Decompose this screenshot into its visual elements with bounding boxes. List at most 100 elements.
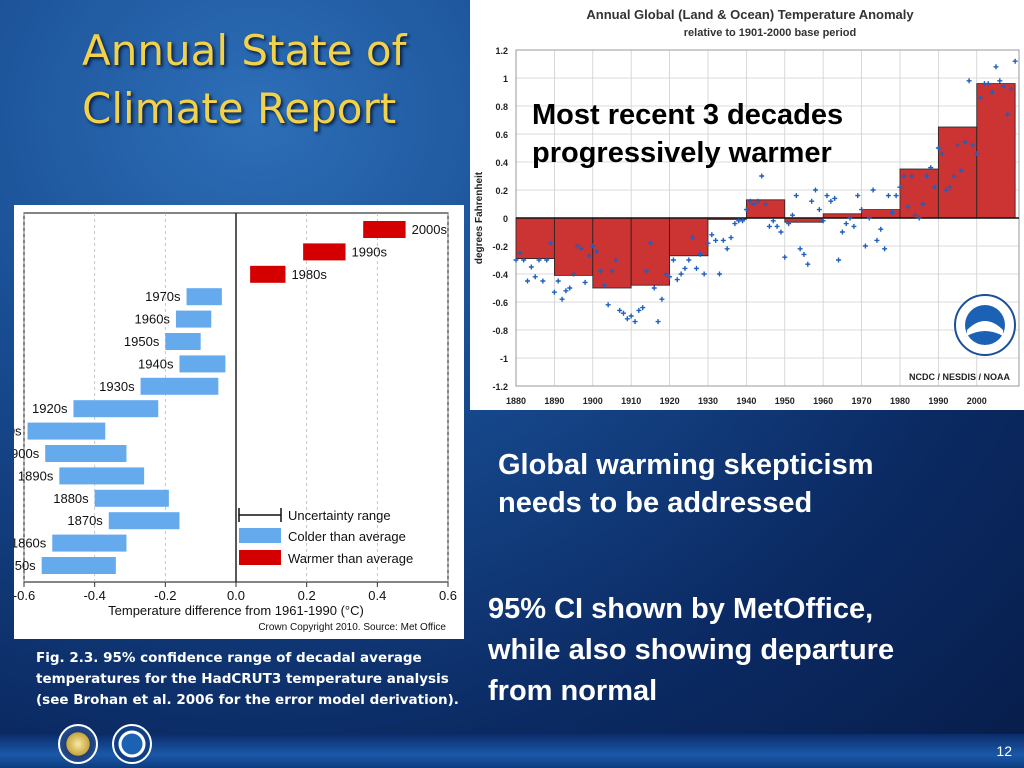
annual-point [521, 257, 527, 263]
decade-bar [669, 217, 709, 257]
annual-point [766, 223, 772, 229]
annual-point [544, 257, 550, 263]
annual-point [786, 221, 792, 227]
decade-label: 1850s [14, 558, 36, 573]
annual-point [878, 226, 884, 232]
annual-point [820, 218, 826, 224]
annual-point [866, 215, 872, 221]
annual-point [751, 201, 757, 207]
annual-point [763, 201, 769, 207]
annual-point [525, 278, 531, 284]
annual-point [667, 274, 673, 280]
decade-label: 1870s [67, 513, 103, 528]
annual-point [1001, 83, 1007, 89]
annual-point [801, 251, 807, 257]
title-line-2: Climate Report [82, 84, 397, 133]
annual-point [640, 305, 646, 311]
annual-point [517, 250, 523, 256]
noaa-logo-bird-icon [967, 321, 1003, 336]
annual-point [613, 257, 619, 263]
decade-bar [630, 217, 670, 286]
annual-point [548, 240, 554, 246]
x-tick-label: -0.2 [154, 588, 176, 603]
decade-bar [861, 209, 901, 219]
bullet-2-line-1: 95% CI shown by MetOffice, [488, 593, 874, 625]
y-tick-label: 1 [503, 74, 508, 84]
legend-colder: Colder than average [288, 529, 406, 544]
page-number: 12 [996, 743, 1012, 759]
annual-point [528, 264, 534, 270]
decade-label: 1860s [14, 536, 47, 551]
legend-uncertainty: Uncertainty range [288, 508, 391, 523]
annual-point [686, 257, 692, 263]
annual-point [855, 193, 861, 199]
annual-point [782, 254, 788, 260]
annual-point [947, 184, 953, 190]
annual-point [916, 215, 922, 221]
decade-label: 1930s [99, 379, 135, 394]
annual-point [644, 268, 650, 274]
annual-point [935, 145, 941, 151]
x-tick-label: 0.4 [368, 588, 386, 603]
annual-point [836, 257, 842, 263]
annual-point [555, 278, 561, 284]
decade-label: 1980s [291, 267, 327, 282]
x-tick-label: 1920 [660, 396, 680, 406]
y-tick-label: -1 [500, 354, 508, 364]
annual-point [540, 278, 546, 284]
annual-point [743, 207, 749, 213]
annual-point [824, 193, 830, 199]
annual-point [659, 296, 665, 302]
annual-point [513, 257, 519, 263]
decade-label: 1940s [138, 356, 174, 371]
noaa-chart-panel: Annual Global (Land & Ocean) Temperature… [470, 0, 1024, 410]
annual-point [1004, 111, 1010, 117]
annual-point [601, 282, 607, 288]
annual-point [1008, 86, 1014, 92]
annual-point [828, 198, 834, 204]
annual-point [624, 316, 630, 322]
annual-point [955, 142, 961, 148]
x-tick-label: 1950 [775, 396, 795, 406]
decade-bar [73, 400, 159, 418]
decade-label: 1910s [14, 424, 22, 439]
decade-label: 1920s [32, 401, 68, 416]
decade-label: 1960s [135, 312, 171, 327]
x-tick-label: 1930 [698, 396, 718, 406]
x-tick-label: -0.6 [14, 588, 35, 603]
annual-point [693, 265, 699, 271]
decade-bar [515, 217, 555, 259]
decade-label: 1990s [352, 244, 388, 259]
bullet-1-line-1: Global warming skepticism [498, 449, 874, 481]
annual-point [889, 209, 895, 215]
y-tick-label: -1.2 [492, 382, 508, 392]
decade-bar [186, 288, 222, 306]
decade-label: 1880s [53, 491, 89, 506]
annual-point [978, 95, 984, 101]
decade-bar [250, 265, 286, 283]
annual-point [720, 237, 726, 243]
decade-bar [140, 377, 219, 395]
decade-bar [27, 422, 106, 440]
overlay-line-2: progressively warmer [532, 137, 832, 169]
y-tick-label: 0.2 [495, 186, 508, 196]
y-tick-label: 0.6 [495, 130, 508, 140]
annual-point [778, 229, 784, 235]
decade-label: 1900s [14, 446, 40, 461]
annual-point [966, 78, 972, 84]
annual-point [728, 235, 734, 241]
x-tick-label: 1880 [506, 396, 526, 406]
legend-warmer: Warmer than average [288, 551, 413, 566]
annual-point [847, 215, 853, 221]
legend-colder-swatch [239, 528, 281, 543]
noaa-seal-icon [112, 724, 152, 764]
annual-point [559, 296, 565, 302]
x-tick-label: 1890 [544, 396, 564, 406]
annual-point [924, 173, 930, 179]
annual-point [678, 271, 684, 277]
met-office-chart: -0.6 -0.4 -0.2 0.0 0.2 0.4 0.6 2000s 1990s 1980s 1… [0, 212, 457, 633]
annual-point [770, 218, 776, 224]
annual-point [789, 212, 795, 218]
overlay-line-1: Most recent 3 decades [532, 99, 844, 131]
annual-point [563, 288, 569, 294]
